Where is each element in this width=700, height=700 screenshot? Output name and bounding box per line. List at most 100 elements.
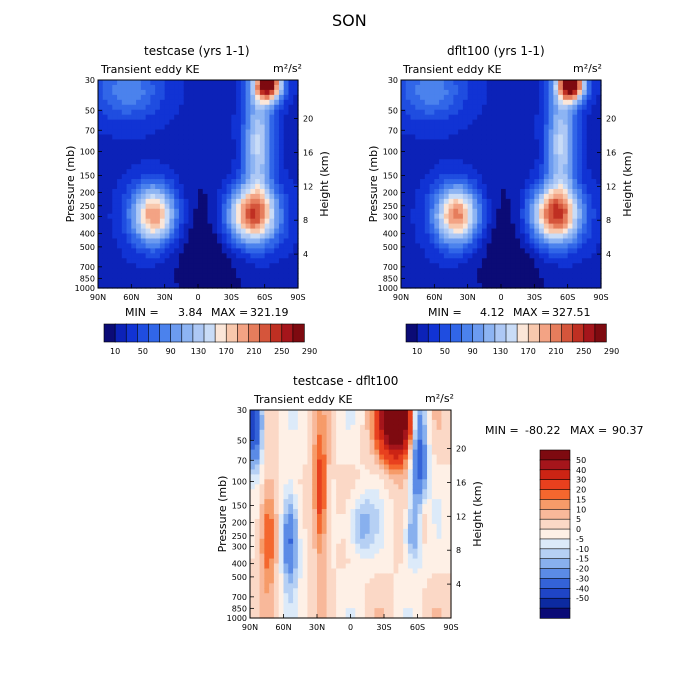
heatmap-cell [150,179,156,185]
heatmap-cell [145,80,151,86]
heatmap-cell [283,538,289,545]
heatmap-cell [145,188,151,195]
heatmap-cell [293,474,299,480]
heatmap-cell [501,278,507,284]
heatmap-cell [443,139,450,145]
heatmap-cell [231,94,237,101]
heatmap-cell [131,89,137,96]
heatmap-cell [405,193,412,200]
heatmap-cell [331,608,337,614]
heatmap-cell [534,248,540,254]
heatmap-cell [178,159,185,165]
heatmap-cell [169,273,175,279]
heatmap-cell [331,494,337,500]
heatmap-cell [505,94,512,101]
heatmap-cell [102,213,109,220]
panel2-min-value: 4.12 [480,306,505,319]
heatmap-cell [212,94,218,101]
heatmap-cell [567,268,574,274]
heatmap-cell [326,583,332,589]
heatmap-cell [524,80,531,86]
heatmap-cell [515,109,521,116]
heatmap-cell [448,184,454,190]
heatmap-cell [420,174,426,180]
heatmap-cell [345,514,352,520]
heatmap-cell [567,263,574,269]
heatmap-cell [217,134,223,141]
heatmap-cell [496,129,502,136]
heatmap-cell [467,248,474,254]
heatmap-cell [288,129,294,136]
heatmap-cell [254,444,261,451]
heatmap-cell [462,174,469,180]
heatmap-cell [453,80,459,86]
heatmap-cell [283,253,290,259]
heatmap-cell [117,268,123,274]
heatmap-cell [553,139,559,145]
heatmap-cell [145,273,151,279]
heatmap-cell [486,169,493,175]
heatmap-cell [505,154,512,160]
heatmap-cell [448,198,454,205]
heatmap-cell [355,573,361,579]
heatmap-cell [505,164,512,170]
heatmap-cell [259,514,265,520]
heatmap-cell [577,188,583,195]
heatmap-cell [543,129,550,136]
heatmap-cell [117,129,123,136]
heatmap-cell [307,469,313,475]
heatmap-cell [340,499,347,505]
heatmap-cell [393,419,399,426]
heatmap-cell [350,444,356,451]
heatmap-cell [350,538,356,545]
heatmap-cell [326,563,332,570]
heatmap-cell [202,144,209,150]
heatmap-cell [388,553,395,560]
heatmap-cell [207,164,213,170]
heatmap-cell [529,80,535,86]
heatmap-cell [150,263,156,269]
heatmap-cell [496,144,502,150]
heatmap-cell [534,119,540,126]
heatmap-cell [510,248,516,254]
heatmap-cell [283,479,289,485]
heatmap-cell [553,174,559,180]
heatmap-cell [297,444,304,451]
heatmap-cell [164,243,171,249]
heatmap-cell [317,588,323,594]
heatmap-cell [401,233,407,240]
heatmap-cell [515,233,521,240]
heatmap-cell [107,154,113,160]
heatmap-cell [307,528,313,535]
heatmap-cell [131,94,137,101]
heatmap-cell [439,80,445,86]
heatmap-cell [477,223,483,230]
heatmap-cell [217,253,223,259]
heatmap-cell [567,188,574,195]
heatmap-cell [529,223,535,230]
heatmap-cell [384,598,390,604]
heatmap-cell [278,188,285,195]
heatmap-cell [293,543,299,550]
heatmap-cell [439,208,445,215]
heatmap-cell [331,588,337,594]
heatmap-cell [496,119,502,126]
heatmap-cell [273,449,280,456]
heatmap-cell [131,114,137,121]
heatmap-cell [434,184,440,190]
heatmap-cell [255,263,261,269]
heatmap-cell [596,109,602,116]
heatmap-cell [505,169,512,175]
heatmap-cell [193,228,199,235]
heatmap-cell [415,109,421,116]
heatmap-cell [424,159,431,165]
heatmap-cell [596,218,602,225]
heatmap-cell [240,233,247,240]
heatmap-cell [107,149,113,155]
heatmap-cell [302,509,309,515]
heatmap-cell [340,608,347,614]
heatmap-cell [369,533,376,540]
heatmap-cell [293,80,299,86]
heatmap-cell [424,283,431,289]
heatmap-cell [259,99,266,106]
